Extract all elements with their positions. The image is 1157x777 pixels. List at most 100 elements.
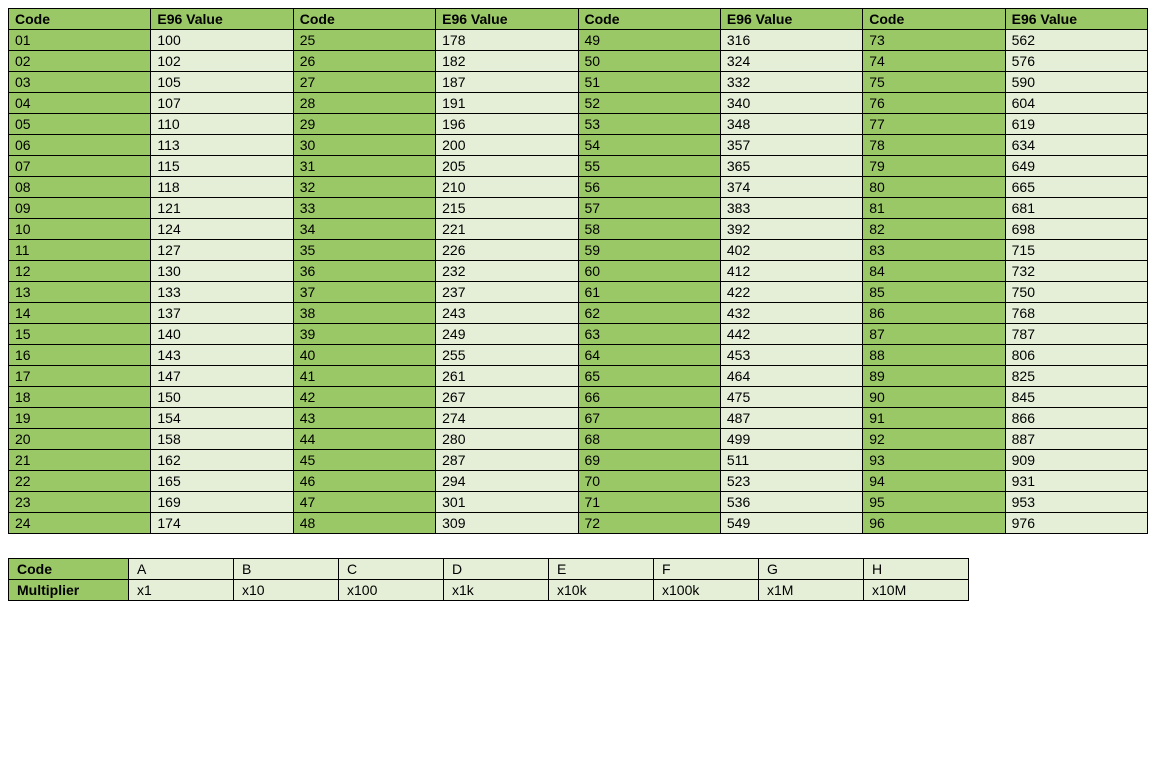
value-cell: 200 — [436, 135, 578, 156]
value-cell: 340 — [720, 93, 862, 114]
value-cell: 143 — [151, 345, 293, 366]
value-cell: 499 — [720, 429, 862, 450]
value-cell: 732 — [1005, 261, 1147, 282]
table-row: 06113302005435778634 — [9, 135, 1148, 156]
value-cell: 127 — [151, 240, 293, 261]
table-row: 05110291965334877619 — [9, 114, 1148, 135]
code-cell: 16 — [9, 345, 151, 366]
value-cell: 324 — [720, 51, 862, 72]
value-cell: 412 — [720, 261, 862, 282]
code-cell: 66 — [578, 387, 720, 408]
value-cell: 649 — [1005, 156, 1147, 177]
value-cell: 432 — [720, 303, 862, 324]
value-cell: 174 — [151, 513, 293, 534]
code-cell: 18 — [9, 387, 151, 408]
code-cell: 17 — [9, 366, 151, 387]
code-cell: 59 — [578, 240, 720, 261]
code-cell: 49 — [578, 30, 720, 51]
table-row: 14137382436243286768 — [9, 303, 1148, 324]
value-cell: 113 — [151, 135, 293, 156]
value-cell: 107 — [151, 93, 293, 114]
code-cell: 74 — [863, 51, 1005, 72]
code-cell: 51 — [578, 72, 720, 93]
multiplier-code-cell: B — [234, 559, 339, 580]
value-cell: 115 — [151, 156, 293, 177]
code-cell: 37 — [293, 282, 435, 303]
multiplier-value-cell: x1M — [759, 580, 864, 601]
code-cell: 13 — [9, 282, 151, 303]
code-cell: 35 — [293, 240, 435, 261]
value-cell: 665 — [1005, 177, 1147, 198]
code-cell: 20 — [9, 429, 151, 450]
value-cell: 182 — [436, 51, 578, 72]
code-cell: 45 — [293, 450, 435, 471]
value-cell: 162 — [151, 450, 293, 471]
value-cell: 102 — [151, 51, 293, 72]
value-cell: 549 — [720, 513, 862, 534]
code-cell: 34 — [293, 219, 435, 240]
code-cell: 31 — [293, 156, 435, 177]
code-cell: 39 — [293, 324, 435, 345]
value-cell: 150 — [151, 387, 293, 408]
value-cell: 210 — [436, 177, 578, 198]
value-cell: 191 — [436, 93, 578, 114]
value-cell: 124 — [151, 219, 293, 240]
value-cell: 140 — [151, 324, 293, 345]
value-cell: 487 — [720, 408, 862, 429]
value-cell: 422 — [720, 282, 862, 303]
code-cell: 75 — [863, 72, 1005, 93]
e96-value-table: CodeE96 ValueCodeE96 ValueCodeE96 ValueC… — [8, 8, 1148, 534]
col-header-value: E96 Value — [1005, 9, 1147, 30]
code-cell: 43 — [293, 408, 435, 429]
table-row: 18150422676647590845 — [9, 387, 1148, 408]
code-cell: 73 — [863, 30, 1005, 51]
value-cell: 866 — [1005, 408, 1147, 429]
code-cell: 11 — [9, 240, 151, 261]
code-cell: 10 — [9, 219, 151, 240]
code-cell: 01 — [9, 30, 151, 51]
table-row: 19154432746748791866 — [9, 408, 1148, 429]
table-row: 11127352265940283715 — [9, 240, 1148, 261]
code-cell: 54 — [578, 135, 720, 156]
multiplier-value-cell: x10k — [549, 580, 654, 601]
code-cell: 81 — [863, 198, 1005, 219]
table-row: 03105271875133275590 — [9, 72, 1148, 93]
code-cell: 02 — [9, 51, 151, 72]
value-cell: 261 — [436, 366, 578, 387]
code-cell: 52 — [578, 93, 720, 114]
code-cell: 56 — [578, 177, 720, 198]
code-cell: 84 — [863, 261, 1005, 282]
value-cell: 137 — [151, 303, 293, 324]
value-cell: 249 — [436, 324, 578, 345]
code-cell: 25 — [293, 30, 435, 51]
multiplier-code-cell: A — [129, 559, 234, 580]
code-cell: 47 — [293, 492, 435, 513]
value-cell: 133 — [151, 282, 293, 303]
code-cell: 79 — [863, 156, 1005, 177]
row-label-code: Code — [9, 559, 129, 580]
code-cell: 09 — [9, 198, 151, 219]
col-header-value: E96 Value — [436, 9, 578, 30]
value-cell: 105 — [151, 72, 293, 93]
value-cell: 698 — [1005, 219, 1147, 240]
multiplier-code-cell: E — [549, 559, 654, 580]
code-cell: 82 — [863, 219, 1005, 240]
multiplier-value-cell: x100 — [339, 580, 444, 601]
code-cell: 06 — [9, 135, 151, 156]
code-cell: 30 — [293, 135, 435, 156]
value-cell: 715 — [1005, 240, 1147, 261]
code-cell: 94 — [863, 471, 1005, 492]
code-cell: 50 — [578, 51, 720, 72]
value-cell: 121 — [151, 198, 293, 219]
value-cell: 374 — [720, 177, 862, 198]
code-cell: 77 — [863, 114, 1005, 135]
code-cell: 53 — [578, 114, 720, 135]
multiplier-code-cell: F — [654, 559, 759, 580]
value-cell: 165 — [151, 471, 293, 492]
table-row: 02102261825032474576 — [9, 51, 1148, 72]
value-cell: 909 — [1005, 450, 1147, 471]
code-cell: 71 — [578, 492, 720, 513]
code-cell: 80 — [863, 177, 1005, 198]
code-cell: 93 — [863, 450, 1005, 471]
code-cell: 42 — [293, 387, 435, 408]
